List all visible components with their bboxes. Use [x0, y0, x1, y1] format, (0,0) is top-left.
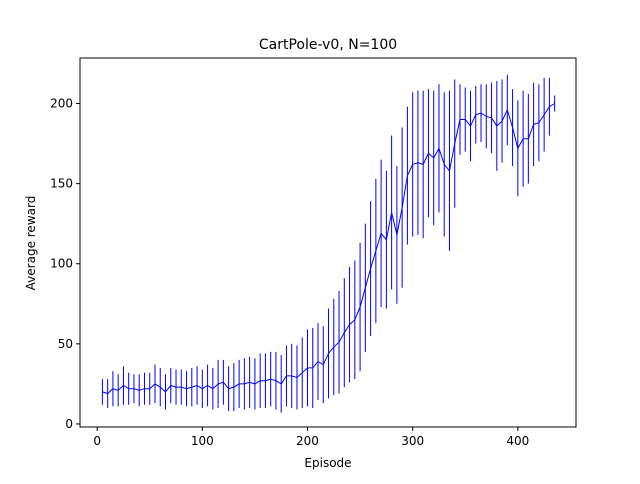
y-tick-label: 100 — [50, 257, 73, 271]
y-axis-label: Average reward — [24, 196, 38, 291]
x-axis-label: Episode — [304, 456, 351, 470]
y-tick-label: 0 — [65, 417, 73, 431]
x-tick-label: 0 — [93, 434, 101, 448]
x-tick-label: 200 — [296, 434, 319, 448]
y-tick-label: 200 — [50, 97, 73, 111]
x-tick-label: 300 — [401, 434, 424, 448]
plot-frame — [79, 57, 577, 428]
y-tick-label: 50 — [58, 337, 73, 351]
x-tick-label: 100 — [191, 434, 214, 448]
x-tick-label: 400 — [506, 434, 529, 448]
line — [102, 103, 555, 395]
chart-title: CartPole-v0, N=100 — [259, 37, 397, 53]
y-tick-label: 150 — [50, 177, 73, 191]
